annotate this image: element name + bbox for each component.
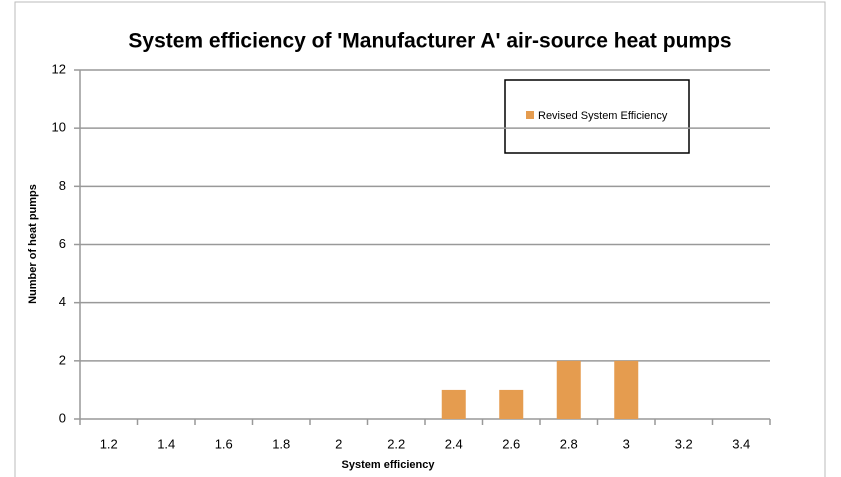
legend-box	[504, 79, 690, 154]
y-tick-label: 10	[52, 120, 66, 135]
legend-label: Revised System Efficiency	[538, 110, 668, 122]
bar	[614, 360, 639, 419]
bar	[441, 389, 466, 419]
x-tick-label: 1.4	[157, 436, 175, 451]
x-tick-label: 2.2	[387, 436, 405, 451]
x-tick-label: 1.2	[100, 436, 118, 451]
legend-swatch	[526, 111, 534, 119]
y-tick-label: 4	[59, 294, 66, 309]
x-tick-label: 2.8	[560, 436, 578, 451]
bar	[499, 389, 524, 419]
chart-frame	[14, 1, 826, 477]
x-axis-label: System efficiency	[342, 459, 436, 471]
y-tick-label: 6	[59, 236, 66, 251]
x-tick-label: 3	[623, 436, 630, 451]
x-tick-label: 2.4	[445, 436, 463, 451]
y-axis-label: Number of heat pumps	[27, 184, 39, 304]
y-tick-label: 2	[59, 352, 66, 367]
chart-title: System efficiency of 'Manufacturer A' ai…	[128, 30, 731, 53]
x-tick-label: 3.2	[675, 436, 693, 451]
x-tick-label: 2	[335, 436, 342, 451]
y-tick-label: 8	[59, 178, 66, 193]
x-tick-label: 3.4	[732, 436, 750, 451]
x-tick-label: 1.6	[215, 436, 233, 451]
y-tick-label: 0	[59, 410, 66, 425]
x-tick-label: 1.8	[272, 436, 290, 451]
x-tick-label: 2.6	[502, 436, 520, 451]
bar	[556, 360, 581, 419]
y-tick-label: 12	[52, 61, 66, 76]
